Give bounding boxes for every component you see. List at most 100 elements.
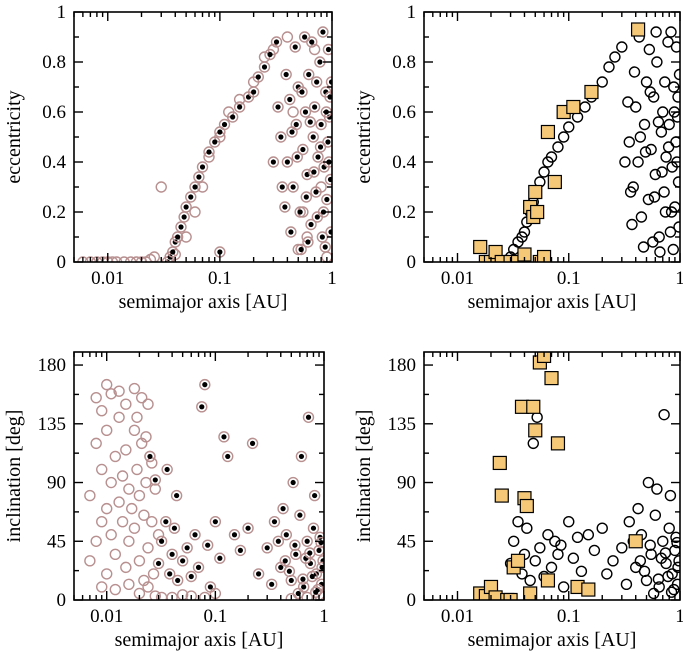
y-tick-label: 0.8 [42, 52, 66, 73]
data-point [630, 22, 646, 37]
data-point [309, 573, 315, 580]
data-point [293, 121, 299, 128]
data-point [126, 502, 138, 515]
data-point [290, 479, 296, 486]
point-halo [310, 186, 322, 198]
point-halo [308, 101, 321, 113]
y-tick-label: 90 [47, 473, 66, 494]
data-point [96, 463, 108, 476]
point-halo [233, 101, 246, 113]
data-point [651, 56, 663, 68]
data-point [118, 256, 130, 262]
data-point [120, 561, 132, 574]
x-tick-label: 0.1 [208, 268, 232, 289]
data-point [519, 498, 534, 514]
data-point [297, 209, 303, 215]
x-tick-label: 0.01 [91, 268, 124, 289]
panel-d-markers [473, 352, 680, 600]
y-tick-label: 0 [407, 252, 417, 273]
data-point [654, 246, 666, 258]
point-halo [299, 106, 312, 118]
data-point [207, 584, 213, 590]
point-halo [180, 201, 192, 213]
point-halo [258, 61, 271, 73]
data-point [652, 573, 665, 585]
x-tick-label: 1 [675, 268, 683, 289]
data-point [536, 352, 552, 364]
point-halo [234, 544, 247, 557]
data-point [643, 43, 656, 56]
data-point [303, 194, 309, 200]
data-point [672, 91, 680, 103]
point-halo [149, 474, 161, 486]
data-point [90, 391, 102, 404]
data-point [113, 385, 125, 397]
data-point [670, 531, 680, 544]
data-point [131, 411, 143, 423]
data-point [105, 529, 117, 541]
data-point [290, 184, 296, 190]
data-point [231, 532, 238, 538]
data-point [644, 86, 656, 98]
data-point [292, 542, 298, 548]
data-point [84, 555, 96, 567]
data-point [270, 159, 276, 165]
data-point [673, 555, 680, 567]
data-point [180, 558, 186, 564]
data-point [175, 577, 181, 584]
data-point [289, 129, 295, 135]
data-point [653, 231, 665, 243]
data-point [650, 26, 662, 38]
data-point [671, 536, 680, 549]
data-point [549, 535, 561, 547]
data-point [542, 529, 554, 541]
data-point [510, 553, 526, 568]
y-axis-label: inclination [deg] [3, 410, 25, 543]
data-point [192, 184, 198, 190]
data-point [623, 136, 635, 148]
point-halo [166, 548, 178, 561]
data-point [109, 450, 122, 463]
data-point [249, 440, 256, 446]
point-halo [279, 555, 291, 567]
point-halo [277, 502, 289, 515]
point-halo [310, 76, 323, 88]
point-halo [315, 118, 327, 131]
data-point [221, 434, 227, 440]
point-halo [297, 143, 309, 156]
data-point [544, 371, 559, 386]
data-point [664, 489, 677, 502]
data-point [308, 43, 321, 56]
data-point [90, 535, 102, 547]
data-point [634, 555, 647, 567]
point-halo [264, 48, 276, 61]
point-halo [192, 561, 205, 574]
data-point [494, 254, 509, 262]
x-axis-label: semimajor axis [AU] [115, 629, 284, 651]
point-halo [287, 181, 299, 193]
data-point [199, 164, 206, 170]
data-point [667, 243, 679, 256]
point-halo [252, 568, 265, 580]
y-tick-label: 180 [38, 355, 67, 376]
data-point [327, 94, 332, 100]
data-point [662, 36, 674, 48]
data-point [169, 551, 175, 557]
data-point [619, 156, 631, 168]
data-point [540, 124, 556, 140]
data-point [174, 492, 180, 499]
point-halo [310, 586, 322, 598]
data-point [530, 204, 545, 220]
data-point [603, 61, 615, 73]
point-halo [289, 539, 301, 551]
data-point [529, 555, 541, 567]
data-point [101, 502, 113, 515]
data-point [658, 408, 670, 421]
data-point [315, 154, 321, 160]
x-tick-label: 0.01 [90, 606, 123, 627]
point-halo [176, 555, 189, 567]
data-point [642, 193, 655, 206]
data-point [638, 565, 651, 577]
y-tick-label: 1 [57, 2, 67, 23]
